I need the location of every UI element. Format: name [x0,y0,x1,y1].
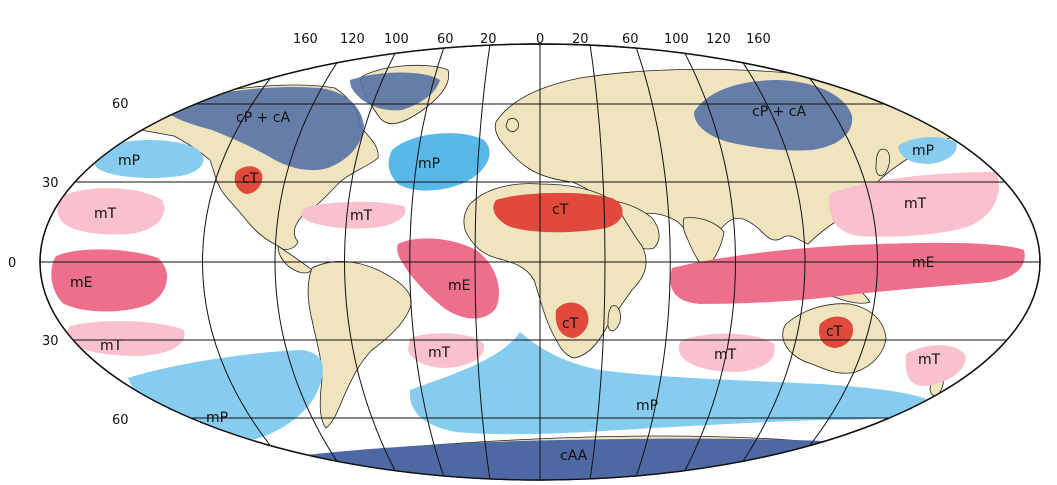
land-british-isles [505,118,519,132]
label-mp-west-pacific: mP [912,143,934,159]
label-mt-north-pacific-west: mT [904,196,927,212]
longitude-label: 20 [480,32,497,47]
label-ct-north-america: cT [242,171,259,187]
region-mt-north-pacific-west [829,172,999,237]
region-ct-north-america [234,166,263,194]
label-mp-southern-pacific: mP [206,410,228,426]
region-mt-gulf [301,201,406,229]
label-me-pacific-east: mE [70,275,92,291]
label-mt-indian-ocean: mT [714,347,737,363]
latitude-label: 60 [112,413,129,428]
longitude-label: 20 [572,32,589,47]
land-south-america [307,261,412,429]
longitude-labels: 160 120 100 60 20 0 20 60 100 120 160 [293,32,771,47]
region-mt-south-atlantic [408,333,485,368]
label-cp-asia: cP + cA [752,104,806,120]
region-mt-south-pacific-east [67,321,185,356]
globe-outline [39,43,1041,481]
label-caa-antarctica: cAA [560,448,588,464]
latitude-label: 0 [8,256,16,271]
air-mass-labels: cP + cA cP + cA mP mP mP cT cT cT cT mT … [70,104,941,464]
longitude-label: 100 [384,32,409,47]
region-mt-north-pacific-east [57,188,165,235]
air-mass-regions [51,72,1025,480]
label-mt-south-pacific-east: mT [100,338,123,354]
region-cp-asia [694,80,853,151]
latitude-label: 30 [42,176,59,191]
region-me-indo-pacific [670,242,1025,304]
label-ct-southern-africa: cT [562,316,579,332]
label-mp-north-atlantic: mP [418,156,440,172]
longitude-label: 160 [746,32,771,47]
region-mp-north-pacific [93,139,204,178]
longitude-label: 160 [293,32,318,47]
label-mt-north-pacific-east: mT [94,206,117,222]
region-me-atlantic [397,238,500,319]
land-japan [875,148,890,177]
label-me-atlantic: mE [448,278,470,294]
region-me-pacific-east [51,249,168,312]
latitude-labels: 60 30 0 30 60 [8,97,129,428]
region-mp-west-pacific [898,137,957,164]
land-alaska [96,118,141,135]
region-mp-southern-ocean [409,332,936,435]
region-cp-greenland [350,72,440,111]
region-mt-south-pacific-west [905,345,966,386]
label-mp-north-pacific: mP [118,153,140,169]
label-ct-sahara: cT [552,202,569,218]
region-mp-north-atlantic [388,133,490,191]
label-me-indo-pacific: mE [912,255,934,271]
longitude-label: 100 [664,32,689,47]
label-mp-southern-ocean: mP [636,398,658,414]
label-mt-gulf: mT [350,208,373,224]
label-mt-south-pacific-west: mT [918,352,941,368]
land-madagascar [607,305,621,332]
label-cp-north-america: cP + cA [236,110,290,126]
latitude-label: 30 [42,334,59,349]
region-ct-southern-africa [555,302,589,338]
latitude-label: 60 [112,97,129,112]
region-ct-sahara [493,192,623,233]
region-cp-north-america [160,86,364,171]
longitude-label: 60 [437,32,454,47]
label-mt-south-atlantic: mT [428,345,451,361]
longitude-label: 60 [622,32,639,47]
longitude-label: 120 [340,32,365,47]
label-ct-australia: cT [826,324,843,340]
longitude-label: 0 [536,32,544,47]
land-central-america [277,245,313,274]
longitude-label: 120 [706,32,731,47]
